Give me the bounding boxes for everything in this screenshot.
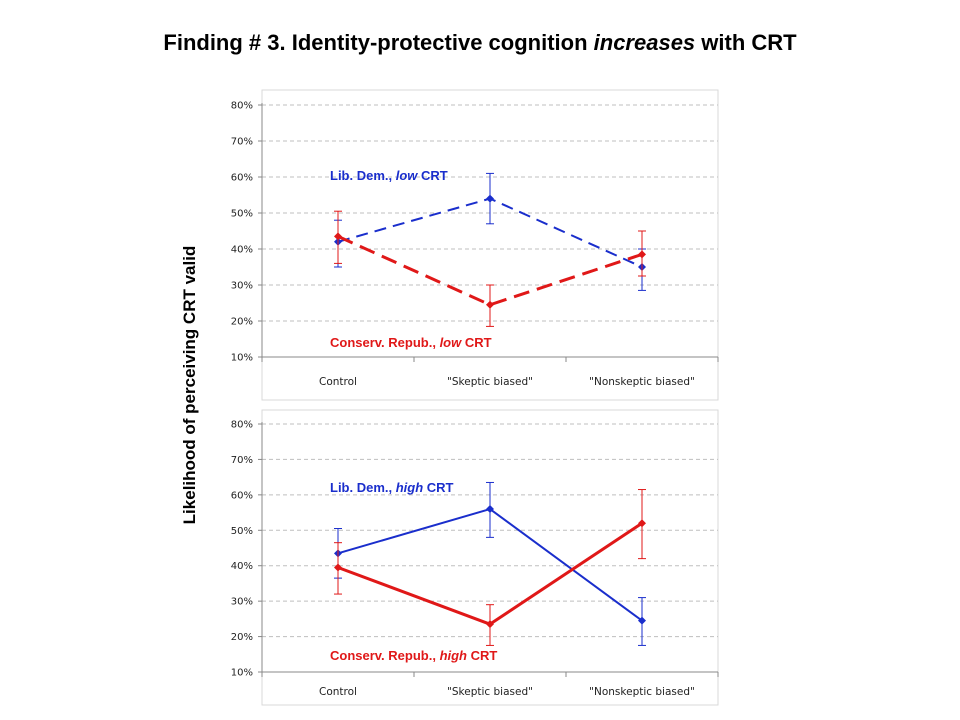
x-category-label: Control <box>319 686 357 698</box>
y-tick-label: 50% <box>231 526 253 537</box>
x-category-label: "Skeptic biased" <box>447 376 533 388</box>
y-tick-label: 10% <box>231 668 253 679</box>
y-tick-label: 80% <box>231 101 253 112</box>
y-tick-label: 80% <box>231 420 253 431</box>
y-tick-label: 30% <box>231 597 253 608</box>
x-category-label: "Nonskeptic biased" <box>589 376 695 388</box>
y-tick-label: 10% <box>231 353 253 364</box>
data-point-rep <box>638 519 646 528</box>
y-tick-label: 30% <box>231 281 253 292</box>
data-point-dem <box>638 616 646 625</box>
x-category-label: "Skeptic biased" <box>447 686 533 698</box>
series-line-rep <box>337 235 643 307</box>
data-point-dem <box>486 194 494 203</box>
y-tick-label: 20% <box>231 317 253 328</box>
series-label-rep: Conserv. Repub., high CRT <box>330 648 497 663</box>
data-point-dem <box>486 505 494 514</box>
y-tick-label: 20% <box>231 632 253 643</box>
series-label-dem: Lib. Dem., high CRT <box>330 480 454 495</box>
data-point-rep <box>486 620 494 629</box>
data-point-rep <box>486 300 494 309</box>
title-suffix: with CRT <box>695 30 797 55</box>
slide-title: Finding # 3. Identity-protective cogniti… <box>0 30 960 56</box>
x-category-label: Control <box>319 376 357 388</box>
y-tick-label: 40% <box>231 561 253 572</box>
data-point-rep <box>334 232 342 241</box>
series-label-dem: Lib. Dem., low CRT <box>330 168 448 183</box>
y-tick-label: 70% <box>231 137 253 148</box>
y-tick-label: 60% <box>231 490 253 501</box>
y-tick-label: 60% <box>231 173 253 184</box>
title-prefix: Finding # 3. Identity-protective cogniti… <box>163 30 594 55</box>
x-category-label: "Nonskeptic biased" <box>589 686 695 698</box>
data-point-rep <box>638 250 646 259</box>
y-tick-label: 50% <box>231 209 253 220</box>
y-tick-label: 70% <box>231 455 253 466</box>
chart-panel-1-frame <box>261 89 719 401</box>
title-emphasis: increases <box>593 30 696 55</box>
y-tick-label: 40% <box>231 245 253 256</box>
series-label-rep: Conserv. Repub., low CRT <box>330 335 492 350</box>
data-point-rep <box>334 563 342 572</box>
